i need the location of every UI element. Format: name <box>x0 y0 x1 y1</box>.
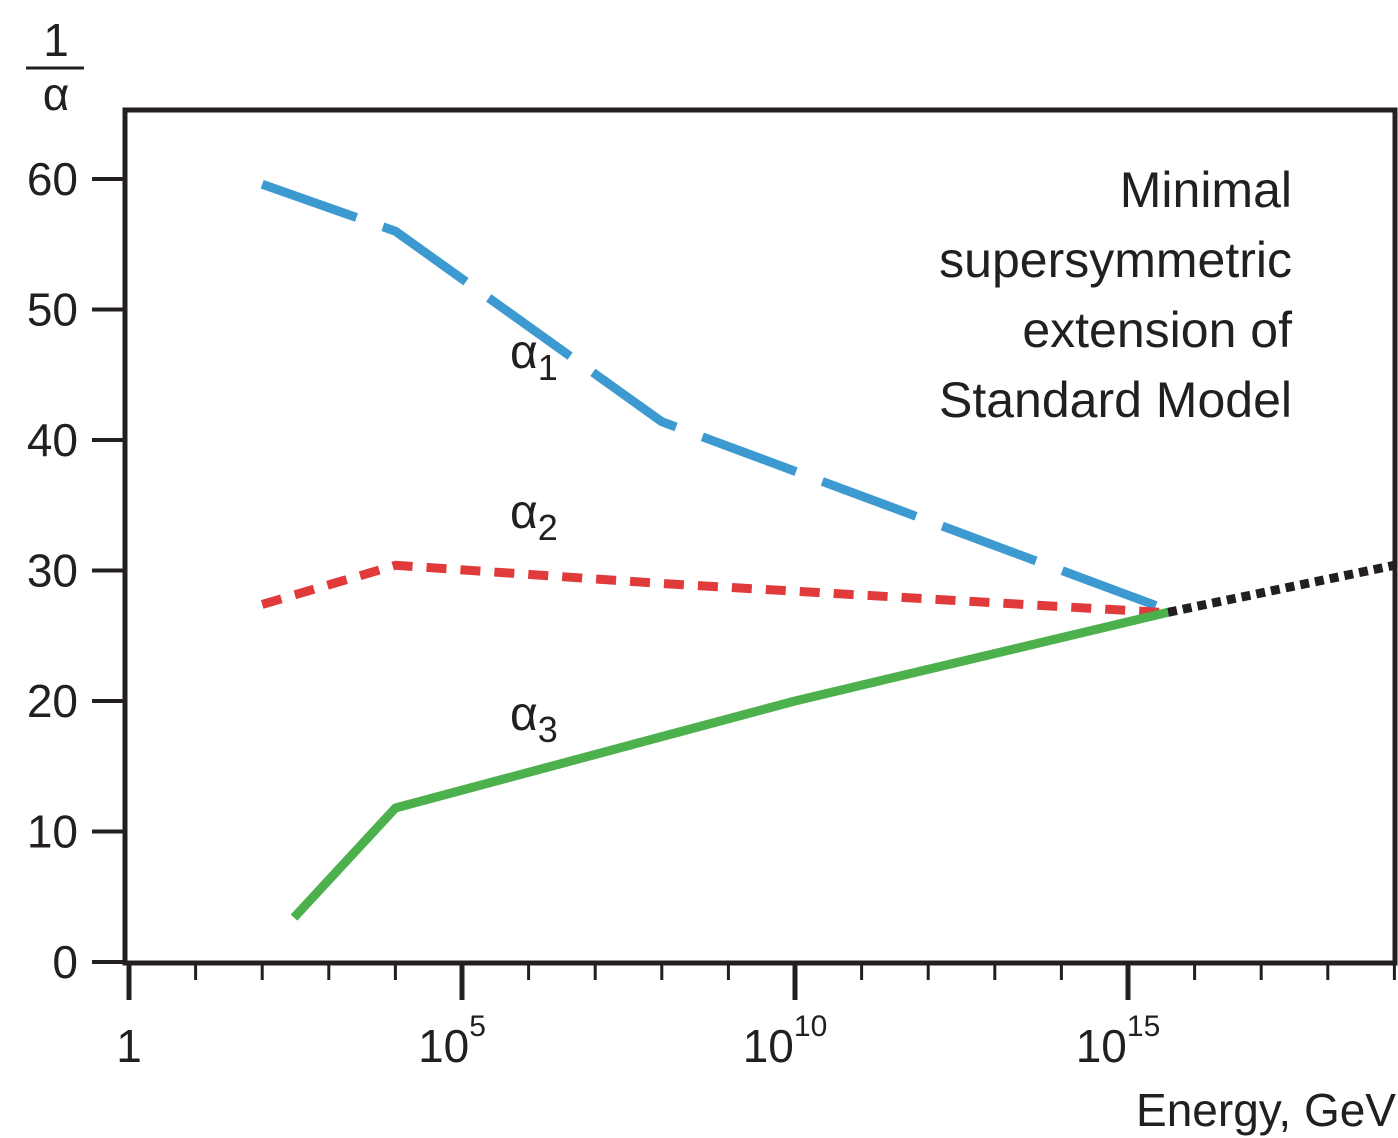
y-tick-label: 10 <box>27 806 78 858</box>
y-axis-ticks: 0 10 20 30 40 50 60 <box>27 153 125 988</box>
annotation: Minimal supersymmetric extension of Stan… <box>939 162 1292 428</box>
series-line-1 <box>260 179 1162 612</box>
y-tick-label: 60 <box>27 153 78 205</box>
y-tick-label: 20 <box>27 675 78 727</box>
y-tick-label: 30 <box>27 545 78 597</box>
x-tick-label: 1010 <box>743 1010 828 1072</box>
series-line-3 <box>290 607 1170 921</box>
series-label-alpha1: α1 <box>510 326 558 388</box>
annotation-line-4: Standard Model <box>939 372 1292 428</box>
y-tick-label: 0 <box>52 936 78 988</box>
y-tick-label: 50 <box>27 284 78 336</box>
annotation-line-1: Minimal <box>1120 162 1292 218</box>
series-line-2 <box>260 560 1161 617</box>
y-tick-label: 40 <box>27 414 78 466</box>
series-layer <box>260 179 1396 921</box>
series-label-alpha3: α3 <box>510 688 558 750</box>
y-axis-label: 1 α <box>26 14 84 120</box>
annotation-line-3: extension of <box>1022 302 1292 358</box>
series-label-alpha2: α2 <box>510 486 558 548</box>
plot-frame <box>122 107 1398 966</box>
x-tick-label: 105 <box>418 1010 486 1072</box>
x-tick-label: 1015 <box>1076 1010 1161 1072</box>
annotation-line-2: supersymmetric <box>939 232 1292 288</box>
x-axis-title: Energy, GeV <box>1136 1084 1396 1136</box>
series-line-4 <box>1167 560 1396 617</box>
x-axis-ticks: 1 105 1010 1015 <box>116 963 1396 1072</box>
x-tick-label: 1 <box>116 1020 142 1072</box>
y-axis-label-denominator: α <box>43 68 70 120</box>
y-axis-label-numerator: 1 <box>43 14 69 66</box>
